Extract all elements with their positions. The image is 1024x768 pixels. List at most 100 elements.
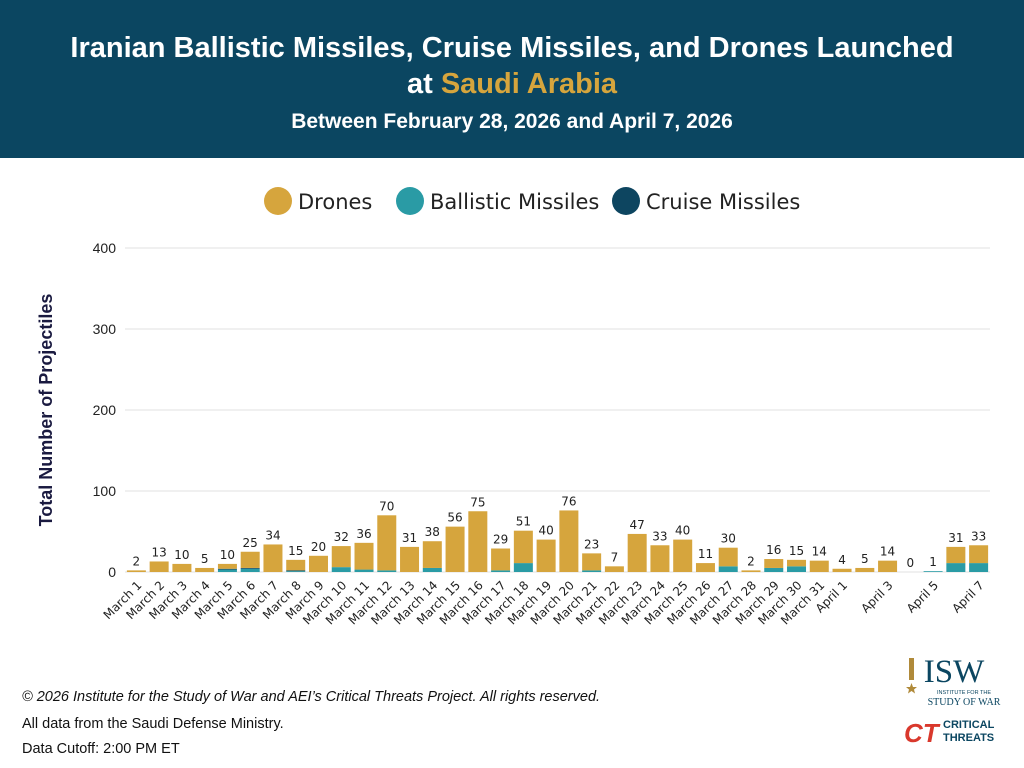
y-tick-label: 100: [93, 483, 117, 499]
bar-total-label: 20: [311, 540, 326, 554]
copyright-notice: © 2026 Institute for the Study of War an…: [22, 689, 601, 705]
y-tick-label: 300: [93, 321, 117, 337]
bar-segment: [832, 568, 852, 572]
y-axis: 0 100 200 300 400 Total Number of Projectiles: [36, 240, 116, 580]
bar-segment: [878, 560, 898, 572]
legend-swatch-1: [396, 187, 424, 215]
bar-segment: [126, 570, 146, 572]
bar-total-label: 32: [334, 530, 349, 544]
bar-segment: [445, 526, 465, 572]
bar-segment: [650, 545, 670, 572]
bar-total-label: 51: [516, 515, 531, 529]
bar-total-label: 15: [789, 544, 804, 558]
bar-chart: Drones Ballistic Missiles Cruise Missiles …: [36, 187, 990, 627]
bar-total-label: 10: [220, 548, 235, 562]
bar-segment: [354, 569, 374, 572]
title-line-2: at Saudi Arabia: [0, 66, 1024, 102]
bar-segment: [855, 567, 875, 572]
bar-segment: [946, 563, 966, 572]
bar-segment: [513, 563, 533, 572]
y-axis-title: Total Number of Projectiles: [36, 294, 56, 527]
chart-title: Iranian Ballistic Missiles, Cruise Missi…: [0, 30, 1024, 102]
bar-segment: [308, 555, 328, 572]
bar-total-label: 7: [611, 550, 619, 564]
legend-label-0: Drones: [298, 190, 372, 214]
bar-total-label: 40: [538, 524, 553, 538]
ct-word-1: CRITICAL: [943, 719, 995, 731]
bar-segment: [491, 570, 511, 572]
bar-total-label: 31: [948, 531, 963, 545]
bar-segment: [787, 566, 807, 572]
x-tick-label: April 7: [949, 578, 986, 615]
bar-total-label: 5: [201, 552, 209, 566]
isw-tagline-1: INSTITUTE FOR THE: [937, 690, 991, 696]
bar-segment: [172, 563, 192, 572]
bar-total-label: 34: [265, 528, 280, 542]
bar-total-label: 23: [584, 537, 599, 551]
bar-segment: [377, 570, 397, 572]
bar-segment: [240, 551, 260, 568]
title-line-1: Iranian Ballistic Missiles, Cruise Missi…: [70, 32, 954, 64]
bar-total-label: 2: [133, 554, 141, 568]
y-tick-label: 200: [93, 402, 117, 418]
bar-total-label: 13: [152, 545, 167, 559]
bar-segment: [263, 544, 283, 572]
bar-total-label: 29: [493, 533, 508, 547]
bar-total-label: 14: [812, 545, 827, 559]
ct-logo: CT CRITICAL THREATS: [904, 718, 995, 748]
ct-word-2: THREATS: [943, 732, 994, 744]
bar-total-label: 75: [470, 495, 485, 509]
isw-logo: ISW INSTITUTE FOR THE STUDY OF WAR: [906, 654, 1001, 708]
bar-total-label: 56: [447, 511, 462, 525]
gridlines: [125, 247, 990, 573]
ct-mark: CT: [904, 718, 941, 748]
isw-tagline-2: STUDY OF WAR: [928, 697, 1001, 708]
chart-subtitle: Between February 28, 2026 and April 7, 2…: [291, 110, 733, 133]
legend-swatch-0: [264, 187, 292, 215]
bar-total-label: 33: [652, 529, 667, 543]
bar-segment: [286, 559, 306, 571]
bar-segment: [286, 571, 306, 572]
bar-segment: [582, 553, 602, 571]
bar-total-label: 11: [698, 547, 713, 561]
bar-segment: [764, 559, 784, 568]
bar-total-label: 1: [929, 555, 937, 569]
isw-wordmark: ISW: [924, 654, 985, 690]
bar-segment: [809, 560, 829, 572]
bar-segment: [787, 559, 807, 567]
bar-segment: [695, 563, 715, 572]
bar-total-label: 25: [243, 536, 258, 550]
bar-segment: [969, 563, 989, 572]
bar-total-label: 10: [174, 548, 189, 562]
chart-legend: Drones Ballistic Missiles Cruise Missiles: [264, 187, 800, 215]
bar-total-label: 38: [425, 525, 440, 539]
bar-total-label: 0: [907, 556, 915, 570]
data-source: All data from the Saudi Defense Ministry…: [22, 716, 284, 732]
bar-segment: [286, 570, 306, 572]
bar-segment: [217, 568, 237, 570]
bar-segment: [468, 511, 488, 572]
bar-segment: [422, 567, 442, 572]
isw-column-icon: [909, 658, 914, 680]
bar-segment: [422, 541, 442, 568]
legend-label-2: Cruise Missiles: [646, 190, 800, 214]
bar-total-label: 40: [675, 524, 690, 538]
bar-total-label: 15: [288, 544, 303, 558]
bar-segment: [969, 545, 989, 564]
bar-segment: [400, 546, 420, 572]
bar-segment: [513, 530, 533, 564]
bar-segment: [240, 567, 260, 569]
logos: ISW INSTITUTE FOR THE STUDY OF WAR CT CR…: [904, 654, 1001, 748]
bar-segment: [627, 533, 647, 572]
bar-segment: [559, 510, 579, 572]
bar-segment: [217, 569, 237, 572]
bar-segment: [491, 548, 511, 571]
bar-segment: [946, 546, 966, 564]
bar-segment: [741, 570, 761, 572]
x-tick-label: April 3: [858, 578, 895, 615]
title-accent: Saudi Arabia: [440, 68, 618, 100]
y-tick-label: 400: [93, 240, 117, 256]
legend-label-1: Ballistic Missiles: [430, 190, 599, 214]
